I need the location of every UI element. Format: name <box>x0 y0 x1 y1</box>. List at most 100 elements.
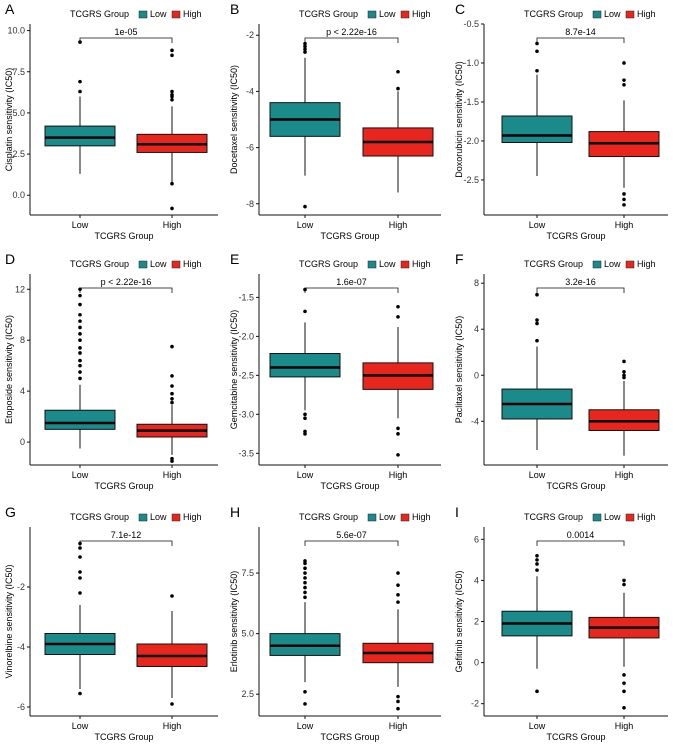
legend: TCGRS Group Low High <box>70 512 202 522</box>
outlier-point <box>303 580 307 585</box>
box-low <box>501 292 573 451</box>
outlier-point <box>78 319 82 323</box>
outlier-point <box>303 571 307 575</box>
legend-label-high: High <box>412 512 431 522</box>
box-low <box>501 41 573 177</box>
y-axis-label: Erlotinib sensitivity (IC50) <box>229 571 239 673</box>
legend-swatch-high <box>625 10 635 19</box>
legend-swatch-high <box>625 260 635 269</box>
outlier-point <box>303 416 307 421</box>
legend-swatch-low <box>138 260 148 269</box>
x-tick-label: Low <box>529 470 546 480</box>
outlier-point <box>78 293 82 298</box>
x-tick-label: Low <box>72 470 89 480</box>
x-tick-label: High <box>389 220 408 230</box>
outlier-point <box>303 287 307 292</box>
p-value-label: p < 2.22e-16 <box>101 277 152 287</box>
box-low <box>269 559 341 706</box>
outlier-point <box>303 566 307 570</box>
outlier-point <box>303 41 307 46</box>
box-iqr <box>269 353 341 378</box>
y-tick-label: -1.0 <box>463 58 479 68</box>
significance-bracket <box>536 37 625 43</box>
y-tick-label: 8 <box>474 278 479 288</box>
chart-panel-a: A TCGRS Group Low High 0.0 2.5 5.0 7.5 10.0 Cispl… <box>4 1 218 241</box>
outlier-point <box>170 374 174 378</box>
legend-title: TCGRS Group <box>524 512 583 522</box>
legend-label-high: High <box>412 9 431 19</box>
outlier-point <box>622 582 626 587</box>
outlier-point <box>303 204 307 209</box>
outlier-point <box>170 206 174 211</box>
legend-swatch-high <box>400 260 410 269</box>
outlier-point <box>170 702 174 706</box>
y-tick-label: 7.5 <box>12 67 25 77</box>
y-tick-label: 10.0 <box>7 26 25 36</box>
y-tick-label: -2 <box>471 699 479 709</box>
y-tick-label: -4 <box>17 642 25 652</box>
outlier-point <box>170 384 174 388</box>
x-axis-label: TCGRS Group <box>94 481 153 491</box>
outlier-point <box>622 192 626 196</box>
outlier-point <box>396 583 400 587</box>
outlier-point <box>303 50 307 54</box>
p-value-label: 1e-05 <box>114 27 137 37</box>
x-tick-label: Low <box>297 721 314 731</box>
outlier-point <box>396 453 400 457</box>
outlier-point <box>396 571 400 575</box>
outlier-point <box>303 585 307 590</box>
y-tick-label: -4 <box>471 416 479 426</box>
chart-panel-b: B TCGRS Group Low High -8 -6 -4 -2 Docetaxel sen… <box>229 1 441 241</box>
significance-bracket <box>79 37 173 43</box>
outlier-point <box>170 48 174 53</box>
y-tick-label: -6 <box>246 143 254 153</box>
outlier-point <box>303 576 307 580</box>
y-axis-label: Vinorelbine sensitivity (IC50) <box>4 565 14 679</box>
chart-panel-d: D TCGRS Group Low High 0 4 8 12 Etoposide sensit… <box>4 251 218 491</box>
box-high <box>588 578 660 710</box>
legend: TCGRS Group Low High <box>299 259 431 269</box>
outlier-point <box>78 302 82 307</box>
outlier-point <box>396 426 400 431</box>
legend-label-high: High <box>412 259 431 269</box>
y-axis-label: Etoposide sensitivity (IC50) <box>4 315 14 424</box>
legend: TCGRS Group Low High <box>299 9 431 19</box>
y-axis-label: Docetaxel sensitivity (IC50) <box>229 65 239 174</box>
outlier-point <box>78 541 82 546</box>
outlier-point <box>170 344 174 349</box>
y-tick-label: 6 <box>474 534 479 544</box>
outlier-point <box>303 590 307 595</box>
outlier-point <box>535 68 539 73</box>
y-tick-label: 4 <box>20 386 25 396</box>
legend-label-low: Low <box>379 9 396 19</box>
outlier-point <box>622 359 626 364</box>
y-tick-label: -6 <box>17 702 25 712</box>
x-tick-label: High <box>615 721 634 731</box>
significance-bracket <box>304 287 399 293</box>
y-axis-label: Doxorubicin sensitivity (IC50) <box>454 61 464 178</box>
legend-label-high: High <box>183 9 202 19</box>
legend-title: TCGRS Group <box>70 512 129 522</box>
x-axis-label: TCGRS Group <box>94 732 153 742</box>
outlier-point <box>170 391 174 396</box>
legend-title: TCGRS Group <box>299 512 358 522</box>
outlier-point <box>170 456 174 461</box>
legend-swatch-low <box>592 513 602 522</box>
y-axis-label: Gefitinib sensitivity (IC50) <box>454 570 464 672</box>
outlier-point <box>535 321 539 326</box>
y-tick-label: 12 <box>15 284 25 294</box>
x-axis-label: TCGRS Group <box>546 732 605 742</box>
box-high <box>588 61 660 207</box>
panel-letter: A <box>5 1 15 17</box>
p-value-label: 1.6e-07 <box>336 277 367 287</box>
y-tick-label: 4 <box>474 575 479 585</box>
outlier-point <box>78 312 82 317</box>
y-tick-label: -3.0 <box>238 409 254 419</box>
y-tick-label: 0.0 <box>12 190 25 200</box>
x-axis-label: TCGRS Group <box>546 231 605 241</box>
outlier-point <box>622 689 626 694</box>
x-axis-label: TCGRS Group <box>320 481 379 491</box>
legend-swatch-low <box>367 10 377 19</box>
significance-bracket <box>304 540 399 546</box>
